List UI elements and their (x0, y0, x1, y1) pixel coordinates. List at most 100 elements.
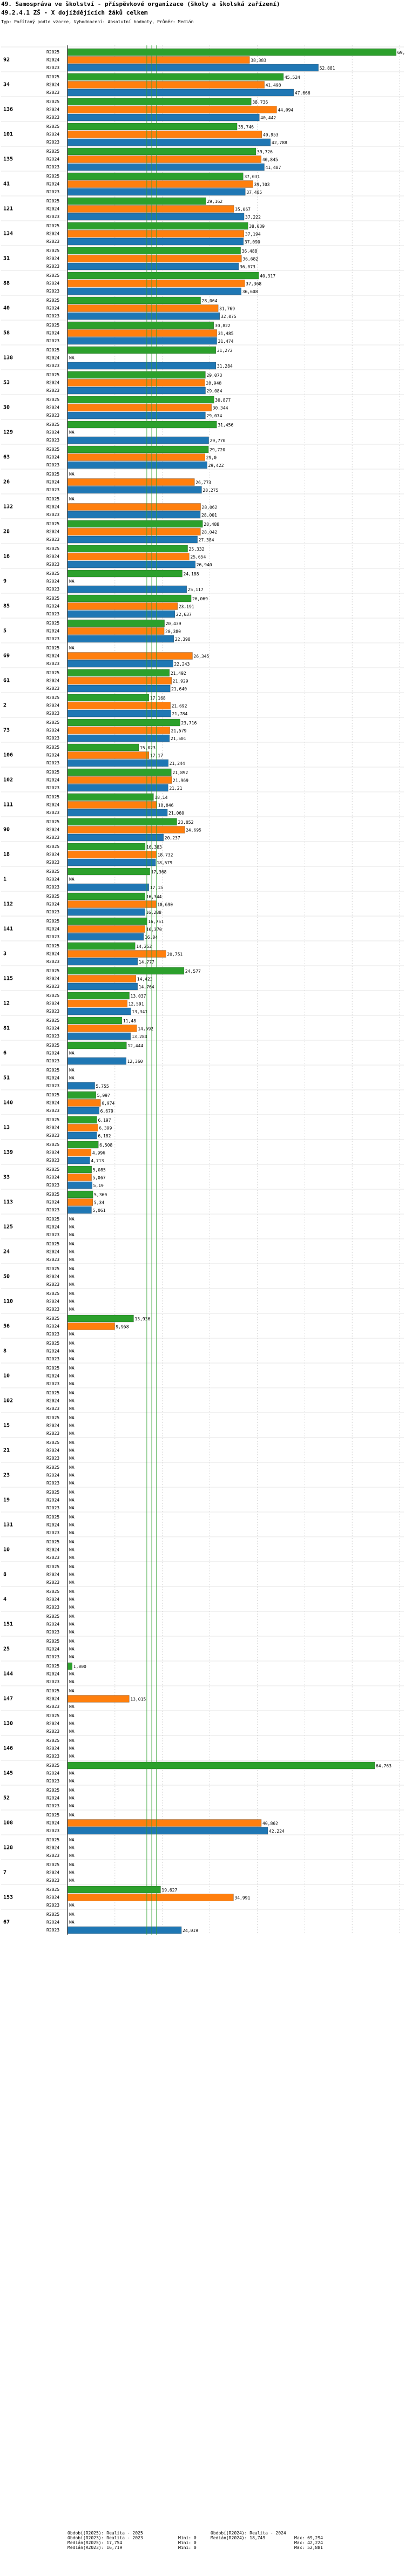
series-label: R2023 (46, 587, 59, 592)
series-label: R2025 (46, 422, 59, 427)
group-label: 113 (3, 1199, 13, 1205)
series-label: R2023 (46, 1530, 59, 1535)
bar (67, 287, 241, 295)
series-label: R2024 (46, 1448, 59, 1453)
na-label: NA (69, 1299, 75, 1304)
value-label: 26,345 (193, 654, 209, 659)
series-label: R2025 (46, 1738, 59, 1743)
series-label: R2025 (46, 844, 59, 849)
na-label: NA (69, 1341, 75, 1346)
series-label: R2023 (46, 1928, 59, 1933)
value-label: 17,168 (150, 696, 166, 701)
value-label: 69,294 (397, 50, 405, 55)
series-label: R2024 (46, 803, 59, 808)
group-label: 85 (3, 604, 10, 609)
series-label: R2023 (46, 65, 59, 70)
series-label: R2024 (46, 579, 59, 584)
bar (67, 362, 217, 370)
group-label: 10 (3, 1547, 10, 1553)
group-label: 125 (3, 1224, 13, 1230)
na-label: NA (69, 1068, 75, 1073)
series-label: R2025 (46, 1614, 59, 1619)
value-label: 16,04 (145, 935, 158, 940)
series-label: R2025 (46, 1366, 59, 1371)
series-label: R2025 (46, 869, 59, 874)
na-label: NA (69, 1846, 75, 1850)
series-label: R2025 (46, 149, 59, 154)
group-label: 92 (3, 57, 10, 63)
na-label: NA (69, 1076, 75, 1081)
value-label: 27,384 (199, 538, 214, 543)
value-label: 28,488 (204, 522, 219, 527)
series-label: R2024 (46, 1150, 59, 1155)
value-label: 9,958 (116, 1325, 129, 1330)
series-label: R2023 (46, 686, 59, 691)
series-label: R2023 (46, 1679, 59, 1684)
series-label: R2023 (46, 363, 59, 368)
na-label: NA (69, 1275, 75, 1279)
series-label: R2023 (46, 1133, 59, 1138)
value-label: 1,000 (73, 1664, 86, 1669)
bar (67, 684, 171, 693)
bar (67, 784, 168, 792)
value-label: 34,991 (234, 1896, 250, 1901)
group-label: 58 (3, 330, 10, 336)
series-label: R2023 (46, 1034, 59, 1039)
group-label: 135 (3, 157, 13, 162)
bar (67, 1190, 93, 1198)
series-label: R2023 (46, 835, 59, 840)
bar (67, 545, 188, 553)
group-label: 102 (3, 1398, 13, 1404)
na-label: NA (69, 1689, 75, 1693)
na-label: NA (69, 1250, 75, 1255)
bar (67, 421, 217, 429)
value-label: 18,846 (158, 803, 174, 808)
group-label: 73 (3, 728, 10, 734)
value-label: 4,996 (92, 1151, 105, 1156)
series-label: R2023 (46, 189, 59, 194)
series-label: R2024 (46, 1697, 59, 1701)
na-label: NA (69, 1448, 75, 1453)
bar (67, 635, 174, 643)
series-label: R2023 (46, 1406, 59, 1411)
series-label: R2024 (46, 728, 59, 733)
value-label: 14,252 (136, 944, 152, 949)
value-label: 4,713 (91, 1158, 104, 1163)
value-label: 20,439 (166, 621, 181, 626)
bar (67, 478, 195, 486)
na-label: NA (69, 1349, 75, 1354)
series-label: R2023 (46, 1059, 59, 1063)
na-label: NA (69, 1813, 75, 1818)
bar (67, 942, 136, 950)
na-label: NA (69, 1564, 75, 1569)
series-label: R2025 (46, 1242, 59, 1246)
na-label: NA (69, 1713, 75, 1718)
value-label: 40,442 (260, 116, 276, 120)
chart-note: Typ: Počítaný podle vzorce, Vyhodnocení:… (1, 19, 194, 24)
na-label: NA (69, 1225, 75, 1230)
na-label: NA (69, 1291, 75, 1296)
series-label: R2023 (46, 1257, 59, 1262)
value-label: 24,695 (186, 828, 201, 833)
value-label: 28,275 (202, 488, 218, 493)
bar (67, 113, 260, 121)
series-label: R2024 (46, 1771, 59, 1776)
bar (67, 925, 145, 933)
bar (67, 1124, 98, 1131)
bar (67, 743, 139, 751)
value-label: 37,368 (246, 282, 261, 287)
bar (67, 262, 239, 270)
group-label: 151 (3, 1622, 13, 1628)
na-label: NA (69, 472, 75, 477)
series-label: R2023 (46, 1332, 59, 1337)
bar (67, 602, 178, 610)
value-label: 29,084 (207, 389, 222, 394)
series-label: R2024 (46, 703, 59, 708)
series-label: R2024 (46, 1175, 59, 1180)
value-label: 18,579 (157, 860, 172, 865)
na-label: NA (69, 1870, 75, 1875)
value-label: 20,237 (165, 836, 180, 840)
group-label: 61 (3, 678, 10, 684)
series-label: R2023 (46, 140, 59, 145)
bar (67, 718, 180, 727)
